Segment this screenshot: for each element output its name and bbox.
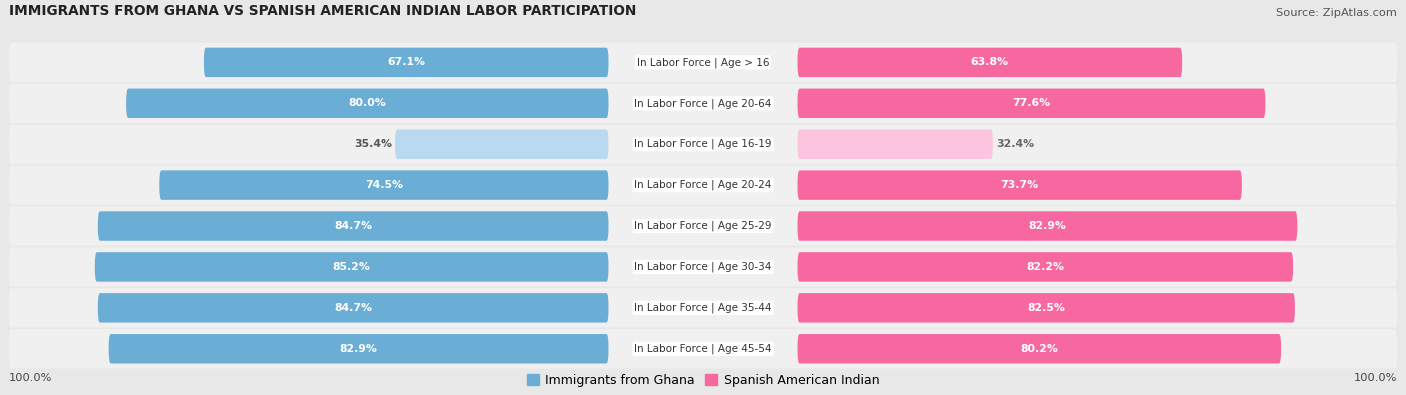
FancyBboxPatch shape [797, 130, 993, 159]
FancyBboxPatch shape [8, 166, 1398, 205]
Text: In Labor Force | Age 35-44: In Labor Force | Age 35-44 [634, 303, 772, 313]
FancyBboxPatch shape [8, 43, 1398, 82]
Text: Source: ZipAtlas.com: Source: ZipAtlas.com [1277, 8, 1398, 18]
FancyBboxPatch shape [8, 206, 1398, 246]
FancyBboxPatch shape [797, 293, 1295, 323]
Text: In Labor Force | Age > 16: In Labor Force | Age > 16 [637, 57, 769, 68]
FancyBboxPatch shape [98, 293, 609, 323]
FancyBboxPatch shape [127, 88, 609, 118]
Text: 80.0%: 80.0% [349, 98, 387, 108]
FancyBboxPatch shape [8, 288, 1398, 327]
Text: 73.7%: 73.7% [1001, 180, 1039, 190]
FancyBboxPatch shape [8, 329, 1398, 369]
FancyBboxPatch shape [797, 48, 1182, 77]
Text: IMMIGRANTS FROM GHANA VS SPANISH AMERICAN INDIAN LABOR PARTICIPATION: IMMIGRANTS FROM GHANA VS SPANISH AMERICA… [8, 4, 636, 18]
Legend: Immigrants from Ghana, Spanish American Indian: Immigrants from Ghana, Spanish American … [522, 369, 884, 391]
Text: 32.4%: 32.4% [995, 139, 1035, 149]
FancyBboxPatch shape [94, 252, 609, 282]
Text: 85.2%: 85.2% [333, 262, 371, 272]
FancyBboxPatch shape [395, 130, 609, 159]
FancyBboxPatch shape [797, 252, 1294, 282]
FancyBboxPatch shape [797, 334, 1281, 363]
Text: In Labor Force | Age 30-34: In Labor Force | Age 30-34 [634, 261, 772, 272]
FancyBboxPatch shape [8, 84, 1398, 123]
FancyBboxPatch shape [204, 48, 609, 77]
Text: 82.9%: 82.9% [340, 344, 377, 354]
Text: 35.4%: 35.4% [354, 139, 392, 149]
FancyBboxPatch shape [797, 211, 1298, 241]
Text: In Labor Force | Age 20-24: In Labor Force | Age 20-24 [634, 180, 772, 190]
Text: 74.5%: 74.5% [366, 180, 404, 190]
FancyBboxPatch shape [108, 334, 609, 363]
FancyBboxPatch shape [8, 247, 1398, 286]
Text: 100.0%: 100.0% [8, 373, 52, 383]
Text: 67.1%: 67.1% [387, 57, 425, 68]
Text: 77.6%: 77.6% [1012, 98, 1050, 108]
FancyBboxPatch shape [159, 170, 609, 200]
Text: 82.5%: 82.5% [1028, 303, 1066, 313]
Text: In Labor Force | Age 45-54: In Labor Force | Age 45-54 [634, 344, 772, 354]
Text: 84.7%: 84.7% [335, 303, 373, 313]
Text: 80.2%: 80.2% [1021, 344, 1059, 354]
FancyBboxPatch shape [8, 124, 1398, 164]
Text: In Labor Force | Age 16-19: In Labor Force | Age 16-19 [634, 139, 772, 149]
Text: 63.8%: 63.8% [972, 57, 1010, 68]
Text: 82.9%: 82.9% [1029, 221, 1066, 231]
FancyBboxPatch shape [98, 211, 609, 241]
FancyBboxPatch shape [797, 170, 1241, 200]
Text: 84.7%: 84.7% [335, 221, 373, 231]
Text: 82.2%: 82.2% [1026, 262, 1064, 272]
Text: In Labor Force | Age 25-29: In Labor Force | Age 25-29 [634, 221, 772, 231]
FancyBboxPatch shape [797, 88, 1265, 118]
Text: 100.0%: 100.0% [1354, 373, 1398, 383]
Text: In Labor Force | Age 20-64: In Labor Force | Age 20-64 [634, 98, 772, 109]
